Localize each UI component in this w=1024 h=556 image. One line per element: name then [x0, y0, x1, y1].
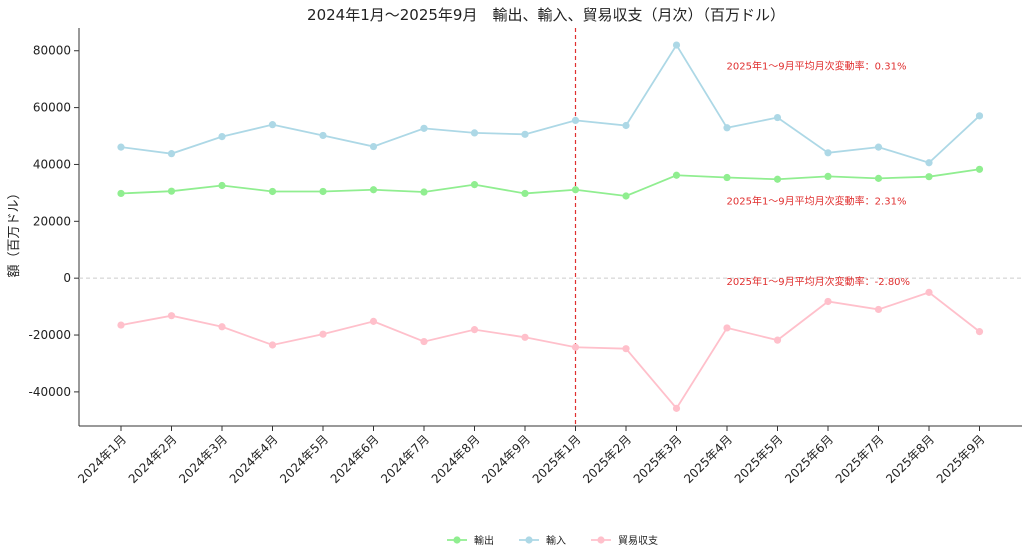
- data-point: [268, 187, 277, 196]
- data-point: [420, 188, 428, 196]
- data-point: [622, 192, 630, 200]
- data-point: [319, 187, 327, 196]
- legend: 輸出 輸入 貿易収支: [447, 534, 658, 547]
- data-point: [268, 341, 277, 349]
- data-point: [925, 288, 933, 296]
- data-point: [672, 404, 681, 412]
- data-point: [975, 328, 984, 336]
- legend-swatch-marker: [597, 536, 605, 544]
- legend-entry: 輸入: [519, 534, 566, 547]
- data-point: [268, 121, 277, 129]
- data-point: [167, 150, 176, 158]
- data-point: [672, 41, 681, 49]
- data-point: [773, 175, 782, 183]
- x-tick-label: 2024年2月: [126, 432, 180, 486]
- x-tick-label: 2024年5月: [277, 432, 331, 486]
- legend-entry: 貿易収支: [591, 535, 658, 547]
- x-tick-label: 2025年7月: [833, 432, 887, 486]
- y-tick-label: -20000: [28, 328, 71, 342]
- x-tick-label: 2025年8月: [883, 432, 937, 486]
- x-tick-label: 2025年9月: [934, 432, 988, 486]
- data-point: [723, 173, 731, 182]
- x-tick-label: 2024年7月: [378, 432, 432, 486]
- x-tick-label: 2025年1月: [530, 432, 584, 486]
- data-point: [571, 116, 580, 124]
- data-point: [369, 317, 378, 325]
- legend-swatch-marker: [525, 536, 533, 544]
- series-line: [120, 168, 980, 197]
- x-tick-label: 2024年1月: [75, 432, 129, 486]
- data-point: [925, 159, 933, 167]
- legend-label: 輸入: [546, 534, 566, 547]
- data-point: [874, 174, 883, 182]
- data-point: [521, 333, 529, 341]
- data-point: [117, 143, 125, 151]
- y-tick-label: 60000: [33, 101, 71, 115]
- data-point: [571, 186, 580, 194]
- data-point: [975, 165, 984, 173]
- data-point: [319, 330, 327, 338]
- legend-label: 輸出: [474, 534, 494, 547]
- data-point: [420, 124, 428, 132]
- data-point: [470, 181, 479, 189]
- data-point: [824, 172, 832, 180]
- data-point: [874, 143, 883, 151]
- data-point: [571, 343, 580, 351]
- x-tick-label: 2025年6月: [782, 432, 836, 486]
- x-tick-label: 2024年4月: [227, 432, 281, 486]
- data-point: [167, 187, 176, 195]
- series-line: [120, 43, 981, 164]
- data-point: [369, 142, 378, 151]
- y-tick-label: 20000: [33, 214, 71, 228]
- data-point: [622, 345, 630, 353]
- annotation-label: 2025年1～9月平均月次変動率：-2.80%: [727, 275, 911, 288]
- x-tick-label: 2025年5月: [732, 432, 786, 486]
- y-tick-label: 40000: [33, 157, 71, 171]
- data-point: [521, 189, 529, 198]
- legend-label: 貿易収支: [618, 535, 658, 547]
- data-point: [773, 113, 782, 122]
- legend-entry: 輸出: [447, 534, 494, 547]
- x-tick-label: 2025年2月: [580, 432, 634, 486]
- data-point: [723, 324, 731, 332]
- y-tick-label: 80000: [33, 44, 71, 58]
- x-tick-label: 2024年6月: [328, 432, 382, 486]
- data-point: [824, 149, 832, 157]
- plot-area: -40000 -20000 0 20000 40000 60000 80000 2024年1月…: [28, 28, 1022, 486]
- legend-swatch-marker: [453, 536, 461, 544]
- data-point: [672, 171, 681, 179]
- data-point: [925, 173, 933, 181]
- annotation-label: 2025年1～9月平均月次変動率：2.31%: [727, 194, 907, 207]
- data-point: [723, 124, 731, 132]
- data-point: [470, 129, 479, 137]
- data-point: [874, 305, 883, 314]
- chart-title: 2024年1月～2025年9月 輸出、輸入、貿易収支（月次）（百万ドル）: [307, 6, 785, 24]
- y-axis-label: 額（百万ドル）: [7, 186, 22, 277]
- data-point: [975, 112, 984, 120]
- x-tick-label: 2024年9月: [479, 432, 533, 486]
- data-point: [218, 323, 226, 331]
- data-point: [470, 326, 479, 334]
- data-point: [117, 321, 125, 329]
- x-tick-label: 2025年4月: [681, 432, 735, 486]
- data-point: [117, 189, 125, 198]
- x-tick-label: 2024年8月: [429, 432, 483, 486]
- x-tick-label: 2024年3月: [176, 432, 230, 486]
- data-point: [167, 312, 176, 320]
- data-point: [420, 337, 428, 346]
- x-tick-label: 2025年3月: [631, 432, 685, 486]
- data-point: [622, 121, 630, 130]
- y-tick-label: 0: [63, 271, 71, 285]
- data-point: [218, 132, 226, 141]
- data-point: [319, 131, 327, 140]
- annotation-label: 2025年1～9月平均月次変動率：0.31%: [727, 59, 907, 72]
- data-point: [369, 186, 378, 194]
- data-point: [773, 336, 782, 344]
- data-point: [521, 130, 529, 138]
- y-tick-label: -40000: [28, 385, 71, 399]
- series-line: [120, 291, 981, 410]
- data-point: [824, 297, 832, 306]
- data-point: [218, 181, 226, 190]
